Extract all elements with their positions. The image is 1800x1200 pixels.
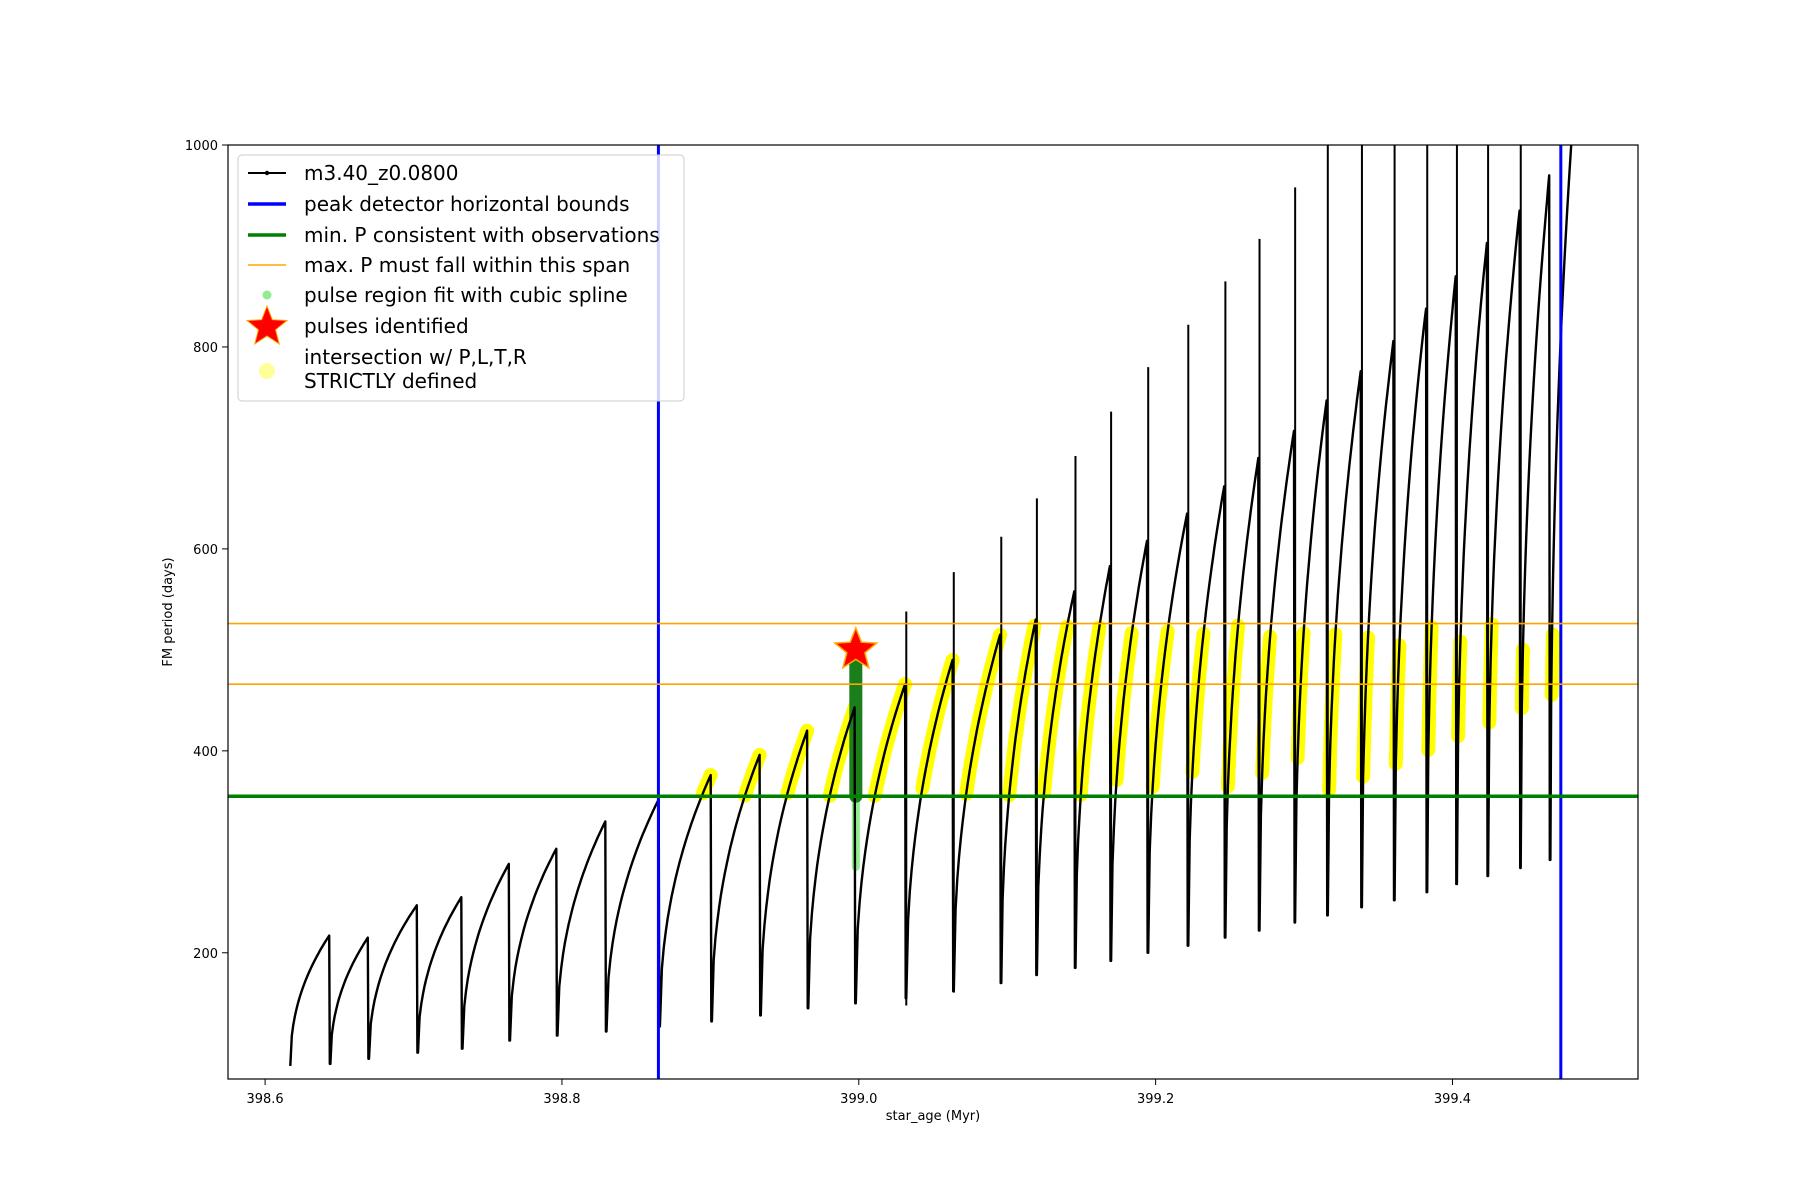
x-tick-label: 399.4 bbox=[1434, 1092, 1471, 1107]
x-axis-label: star_age (Myr) bbox=[886, 1109, 980, 1124]
x-tick-label: 398.6 bbox=[246, 1092, 283, 1107]
legend-handle-marker bbox=[264, 170, 270, 176]
legend-handle-star bbox=[245, 304, 289, 346]
legend-label: intersection w/ P,L,T,R bbox=[304, 345, 527, 369]
legend-label: pulses identified bbox=[304, 314, 469, 338]
legend-label: peak detector horizontal bounds bbox=[304, 192, 630, 216]
legend-label: m3.40_z0.0800 bbox=[304, 161, 459, 185]
x-tick-label: 399.2 bbox=[1137, 1092, 1174, 1107]
x-tick-label: 399.0 bbox=[840, 1092, 877, 1107]
y-tick-label: 800 bbox=[193, 341, 218, 356]
y-tick-label: 200 bbox=[193, 947, 218, 962]
legend-label: pulse region fit with cubic spline bbox=[304, 283, 628, 307]
legend-label: min. P consistent with observations bbox=[304, 223, 660, 247]
legend-label-line2: STRICTLY defined bbox=[304, 369, 477, 393]
y-tick-label: 1000 bbox=[185, 139, 218, 154]
x-tick-label: 398.8 bbox=[543, 1092, 580, 1107]
pulse-identified-star bbox=[832, 625, 879, 670]
plot-area bbox=[228, 145, 1638, 1079]
series-m3.40_z0.0800 bbox=[289, 145, 1573, 1066]
axes-frame bbox=[227, 144, 1639, 1080]
y-tick-label: 400 bbox=[193, 745, 218, 760]
legend-label: max. P must fall within this span bbox=[304, 253, 630, 277]
legend-box bbox=[237, 154, 685, 402]
y-axis-label: FM period (days) bbox=[161, 557, 176, 666]
y-tick-label: 600 bbox=[193, 543, 218, 558]
legend-handle-bigdot bbox=[259, 363, 275, 379]
legend-handle-dot bbox=[262, 290, 272, 300]
axis-ticks: 398.6 398.8 399.0 399.2 399.4 200 400 600 800 100… bbox=[185, 139, 1471, 1107]
